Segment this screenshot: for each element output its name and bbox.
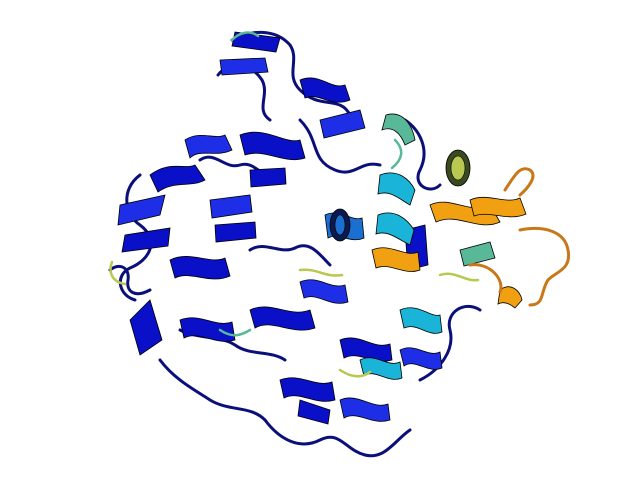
strand-center-2 bbox=[214, 221, 257, 243]
cyan-domain bbox=[324, 113, 496, 380]
loop-top bbox=[230, 30, 352, 117]
orange-loop-top bbox=[503, 167, 535, 197]
loop-upper-mid bbox=[298, 118, 382, 174]
strand-left-2 bbox=[121, 227, 171, 253]
cyan-helix-bottom bbox=[359, 357, 403, 380]
cyan-helix-1 bbox=[377, 172, 416, 206]
teal-loop-lower-left bbox=[218, 328, 252, 337]
yellow-loop-center bbox=[298, 268, 344, 277]
strand-bottom bbox=[297, 399, 331, 425]
orange-loop-connector bbox=[468, 263, 503, 294]
strand-top-2 bbox=[219, 57, 269, 76]
loop-bottom bbox=[263, 418, 412, 458]
helix-upper-center bbox=[239, 131, 306, 161]
orange-loops bbox=[468, 167, 571, 307]
yellow-loop-right bbox=[438, 272, 480, 282]
helix-mid-left bbox=[169, 256, 231, 280]
cyan-helix-right bbox=[399, 307, 443, 334]
end-on-helix bbox=[329, 149, 471, 242]
helix-upper-left bbox=[149, 164, 206, 193]
teal-loop-top bbox=[230, 31, 260, 42]
orange-helix-2 bbox=[469, 196, 527, 218]
helix-bottom-2 bbox=[339, 397, 391, 422]
strand-upper-center bbox=[249, 167, 287, 188]
strand-top-right bbox=[319, 109, 366, 139]
loop-right-upper bbox=[403, 118, 442, 191]
teal-strand bbox=[459, 241, 496, 267]
yellow-loop-left bbox=[109, 260, 127, 286]
strand-left-3 bbox=[129, 299, 163, 356]
helix-lower-center bbox=[249, 306, 316, 331]
cyan-helix-2 bbox=[375, 212, 415, 246]
loop-center bbox=[248, 244, 332, 267]
strand-top-1 bbox=[231, 31, 281, 53]
helix-lower-left bbox=[179, 317, 236, 342]
helix-top-left bbox=[184, 134, 233, 159]
helix-bottom-1 bbox=[279, 377, 336, 402]
teal-helix-top bbox=[381, 113, 416, 146]
helix-lower-right bbox=[339, 337, 393, 362]
helix-right-lower bbox=[399, 347, 443, 370]
helix-center-right bbox=[299, 279, 349, 304]
helix-top-right bbox=[299, 77, 351, 103]
orange-loop-right bbox=[518, 226, 571, 307]
orange-helix-small bbox=[497, 286, 523, 309]
strand-left-1 bbox=[117, 194, 166, 226]
teal-loop-right-upper bbox=[390, 138, 403, 170]
teal-loops bbox=[218, 31, 403, 337]
yellow-loop-bottom bbox=[338, 368, 372, 378]
yellow-green-loops bbox=[109, 260, 480, 378]
orange-domain bbox=[371, 196, 527, 309]
loop-bottom-left bbox=[158, 358, 267, 422]
loop-left-small bbox=[108, 264, 152, 296]
orange-helix-3 bbox=[371, 247, 421, 272]
strand-center-1 bbox=[209, 194, 253, 219]
